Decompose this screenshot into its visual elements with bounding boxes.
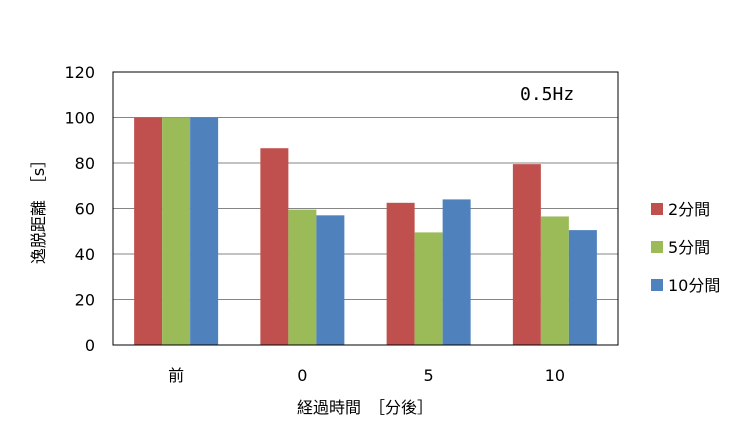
bar-5分間 [288,209,317,345]
bars [134,117,597,345]
legend-label: 2分間 [668,200,710,219]
y-tick-label: 40 [75,245,95,264]
bar-5分間 [162,117,191,345]
legend-label: 5分間 [668,238,710,257]
bar-10分間 [568,230,597,345]
x-axis-ticks: 前 0 5 10 [168,366,565,385]
legend-label: 10分間 [668,276,720,295]
y-tick-label: 0 [85,336,95,355]
legend-swatch [651,241,663,253]
y-tick-label: 80 [75,154,95,173]
x-tick-label: 10 [545,366,565,385]
x-tick-label: 前 [168,366,184,385]
y-axis-title: 逸脱距離 ［s］ [29,152,48,264]
y-tick-label: 120 [64,63,95,82]
bar-2分間 [260,148,289,345]
bar-5分間 [414,232,443,345]
bar-2分間 [512,164,541,345]
x-tick-label: 0 [297,366,307,385]
plot-area [112,71,619,346]
bar-10分間 [190,117,219,345]
y-tick-label: 20 [75,291,95,310]
bar-2分間 [386,202,415,345]
legend-swatch [651,203,663,215]
bar-10分間 [316,215,345,345]
y-tick-label: 60 [75,200,95,219]
y-axis-ticks: 0 20 40 60 80 100 120 [64,63,95,355]
bar-10分間 [442,199,471,345]
legend: 2分間 5分間 10分間 [651,200,720,295]
y-tick-label: 100 [64,109,95,128]
frequency-annotation: 0.5Hz [520,84,574,105]
legend-swatch [651,279,663,291]
bar-5分間 [540,216,569,345]
bar-2分間 [134,117,163,345]
x-tick-label: 5 [424,366,434,385]
x-axis-title: 経過時間 ［分後］ [297,398,433,417]
